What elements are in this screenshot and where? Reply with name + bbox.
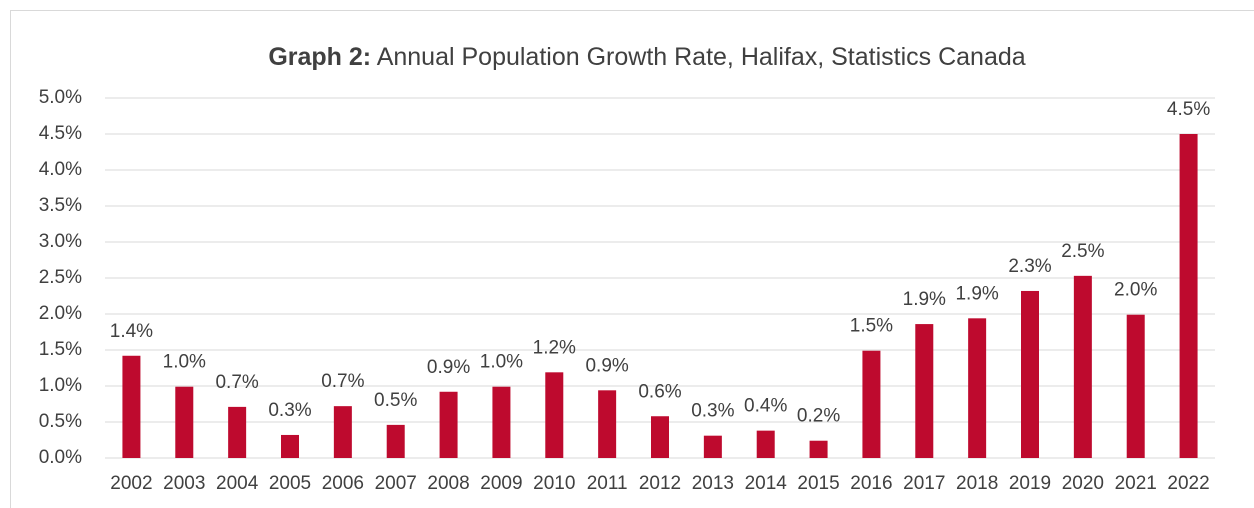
x-tick-label: 2011: [587, 473, 628, 494]
x-tick-label: 2015: [797, 473, 839, 494]
data-label: 2.0%: [1114, 280, 1157, 301]
data-label: 0.9%: [427, 357, 470, 378]
y-tick-label: 1.0%: [39, 375, 82, 396]
x-tick-label: 2008: [427, 473, 469, 494]
bar: [598, 390, 617, 458]
y-tick-label: 1.5%: [39, 339, 82, 360]
bar: [862, 350, 881, 458]
x-tick-label: 2004: [216, 473, 259, 494]
bar: [915, 324, 934, 458]
y-tick-label: 3.0%: [39, 231, 82, 252]
data-label: 1.0%: [480, 352, 523, 373]
bar: [809, 440, 828, 458]
x-tick-label: 2022: [1167, 473, 1209, 494]
x-tick-label: 2020: [1062, 473, 1104, 494]
bar: [1073, 275, 1092, 458]
x-tick-label: 2012: [639, 473, 681, 494]
bar: [439, 391, 458, 458]
bar: [968, 318, 987, 458]
bar: [703, 435, 722, 458]
data-label: 1.4%: [110, 321, 153, 342]
bar: [1126, 314, 1145, 458]
data-label: 1.9%: [903, 289, 946, 310]
bar: [281, 434, 299, 458]
x-tick-label: 2021: [1115, 473, 1157, 494]
y-tick-label: 2.0%: [39, 303, 82, 324]
bar: [492, 386, 511, 458]
y-tick-label: 2.5%: [39, 267, 82, 288]
data-label: 0.6%: [638, 381, 681, 402]
x-tick-label: 2017: [903, 473, 945, 494]
y-tick-label: 5.0%: [39, 87, 82, 108]
x-tick-label: 2009: [480, 473, 522, 494]
x-tick-label: 2014: [745, 473, 788, 494]
bar: [228, 406, 247, 458]
bar: [386, 424, 405, 458]
data-label: 1.5%: [850, 316, 893, 337]
data-label: 1.9%: [955, 283, 998, 304]
data-label: 2.5%: [1061, 241, 1104, 262]
x-tick-label: 2016: [850, 473, 892, 494]
x-tick-label: 2010: [533, 473, 575, 494]
data-label: 2.3%: [1008, 256, 1051, 277]
x-tick-label: 2002: [110, 473, 152, 494]
data-label: 4.5%: [1167, 99, 1210, 120]
chart-title: Graph 2: Annual Population Growth Rate, …: [268, 43, 1025, 71]
data-label: 0.3%: [268, 400, 311, 421]
title-label: Graph 2:: [268, 43, 371, 71]
data-label: 0.9%: [585, 355, 628, 376]
bar: [545, 372, 564, 458]
data-label: 0.3%: [691, 401, 734, 422]
data-label: 0.7%: [215, 372, 258, 393]
bar: [122, 355, 141, 458]
y-tick-label: 0.5%: [39, 411, 82, 432]
x-tick-label: 2013: [692, 473, 734, 494]
bar: [756, 430, 775, 458]
x-tick-label: 2005: [269, 473, 311, 494]
bar: [1021, 290, 1039, 458]
x-tick-label: 2007: [375, 473, 417, 494]
bar: [333, 406, 352, 458]
bar: [651, 416, 669, 458]
y-tick-label: 0.0%: [39, 447, 82, 468]
x-tick-label: 2003: [163, 473, 205, 494]
y-tick-label: 3.5%: [39, 195, 82, 216]
chart-frame: [10, 10, 1254, 508]
data-label: 0.4%: [744, 396, 787, 417]
data-label: 0.2%: [797, 406, 840, 427]
title-text: Annual Population Growth Rate, Halifax, …: [377, 43, 1026, 71]
bar: [175, 386, 194, 458]
x-tick-label: 2019: [1009, 473, 1051, 494]
y-tick-label: 4.5%: [39, 123, 82, 144]
data-label: 1.0%: [163, 352, 206, 373]
y-tick-label: 4.0%: [39, 159, 82, 180]
bar: [1179, 134, 1198, 458]
x-tick-label: 2006: [322, 473, 364, 494]
x-tick-label: 2018: [956, 473, 998, 494]
data-label: 1.2%: [533, 337, 576, 358]
data-label: 0.5%: [374, 390, 417, 411]
data-label: 0.7%: [321, 371, 364, 392]
